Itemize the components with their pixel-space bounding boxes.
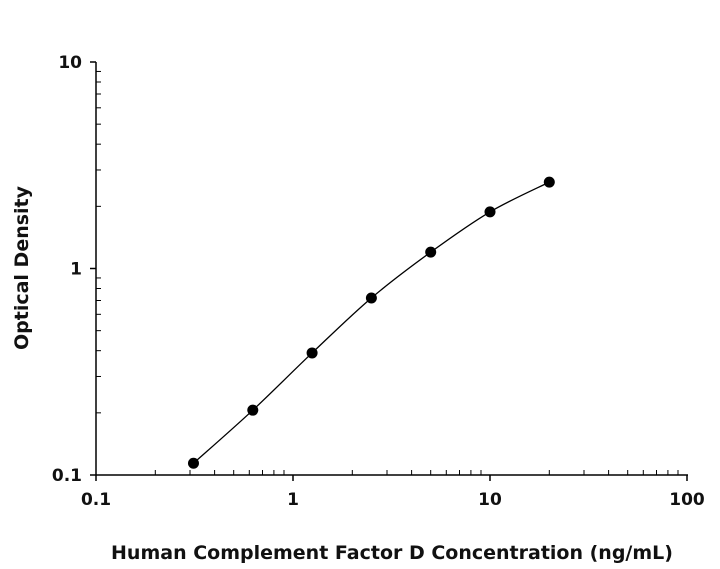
y-tick-label: 0.1 <box>52 466 82 486</box>
y-tick-label: 1 <box>70 260 82 280</box>
x-tick-label: 1 <box>287 490 299 510</box>
data-point <box>365 292 377 304</box>
axes <box>90 61 688 481</box>
x-tick-label: 0.1 <box>81 490 111 510</box>
data-points <box>187 176 555 469</box>
x-tick-label: 10 <box>478 490 502 510</box>
tick-labels: 0.1 1 10 100 0.1 1 10 <box>52 53 705 510</box>
x-tick-label: 100 <box>669 490 705 510</box>
x-axis-title: Human Complement Factor D Concentration … <box>111 542 673 564</box>
data-point <box>484 206 496 218</box>
fit-curve <box>193 181 550 464</box>
data-point <box>247 404 259 416</box>
data-point <box>306 347 318 359</box>
data-point <box>187 457 199 469</box>
y-tick-label: 10 <box>58 53 82 73</box>
y-axis-title: Optical Density <box>11 185 33 350</box>
data-point <box>425 246 437 258</box>
data-point <box>543 176 555 188</box>
